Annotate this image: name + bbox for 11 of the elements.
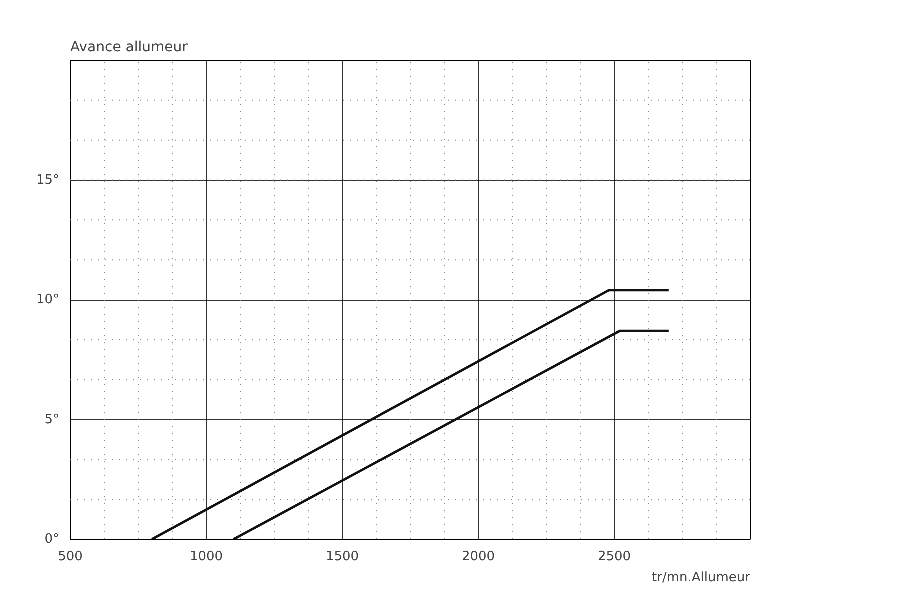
y-tick-label: 5°	[44, 412, 60, 428]
y-tick-label: 15°	[36, 172, 60, 188]
x-tick-label: 500	[58, 550, 83, 564]
y-tick-label: 0°	[44, 532, 60, 547]
y-tick-label: 10°	[36, 292, 60, 308]
x-tick-label: 2000	[462, 550, 496, 564]
x-tick-label: 1500	[326, 550, 360, 564]
x-axis-title: tr/mn.Allumeur	[652, 570, 752, 586]
x-tick-label: 2500	[598, 550, 632, 564]
chart-title: Avance allumeur	[70, 40, 188, 56]
x-tick-label: 1000	[190, 550, 224, 564]
